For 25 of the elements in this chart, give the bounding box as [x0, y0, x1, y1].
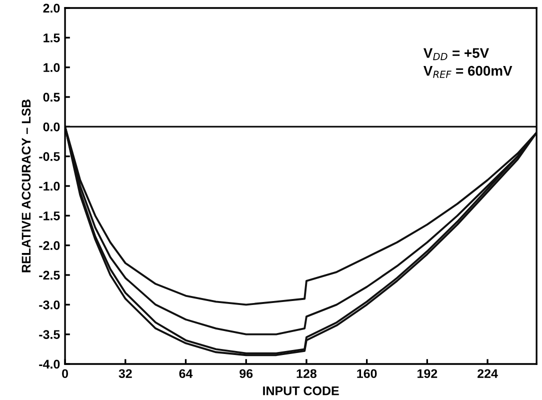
- y-tick-label: -1.0: [39, 182, 60, 191]
- y-tick-label: 0.5: [43, 92, 60, 102]
- y-tick-label: 2.0: [43, 4, 60, 13]
- y-tick-label: -1.5: [39, 212, 60, 220]
- x-tick-label: 96: [240, 369, 253, 378]
- annotation: V$_{REF}$ = 600mV: [424, 66, 512, 78]
- y-tick-label: -2.0: [39, 241, 60, 250]
- annotation: V$_{DD}$ = +5V: [424, 48, 489, 60]
- x-tick-label: 192: [418, 369, 438, 378]
- y-tick-label: -4.0: [39, 360, 60, 369]
- x-tick-label: 0: [62, 369, 68, 378]
- x-tick-label: 32: [118, 369, 132, 378]
- y-tick-label: -3.0: [39, 300, 60, 310]
- y-tick-label: -2.5: [39, 270, 60, 280]
- x-tick-label: 64: [179, 369, 193, 378]
- x-axis-title: INPUT CODE: [263, 386, 339, 396]
- y-tick-label: 1.5: [44, 34, 60, 42]
- x-tick-label: 160: [357, 369, 377, 378]
- x-tick-label: 128: [296, 369, 317, 378]
- y-tick-label: -3.5: [39, 330, 60, 340]
- x-tick-label: 224: [478, 369, 498, 378]
- y-tick-label: 0.0: [43, 122, 60, 132]
- y-axis-title: RELATIVE ACCURACY – LSB: [22, 100, 31, 272]
- y-tick-label: -0.5: [39, 152, 60, 161]
- y-tick-label: 1.0: [44, 63, 60, 72]
